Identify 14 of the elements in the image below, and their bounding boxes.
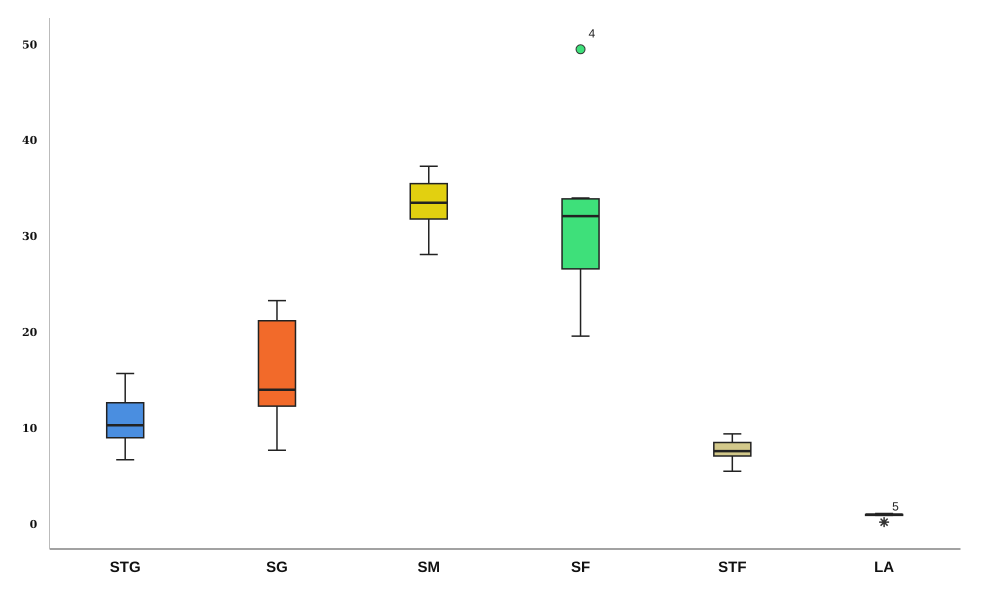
annotation: 5 (892, 499, 900, 514)
x-tick-label: STF (718, 559, 746, 576)
y-tick-label: 20 (22, 326, 38, 340)
y-tick-label: 10 (22, 422, 38, 435)
x-tick-label: STG (110, 559, 141, 576)
x-tick-label: LA (874, 559, 894, 576)
y-tick-label: 40 (22, 134, 38, 148)
annotation: 4 (588, 26, 596, 41)
y-tick-label: 30 (22, 230, 38, 244)
y-tick-label: 0 (30, 518, 38, 531)
y-tick-label: 50 (22, 38, 38, 52)
x-tick-label: SM (418, 559, 440, 576)
x-tick-label: SG (266, 559, 288, 576)
x-tick-label: SF (570, 559, 590, 576)
